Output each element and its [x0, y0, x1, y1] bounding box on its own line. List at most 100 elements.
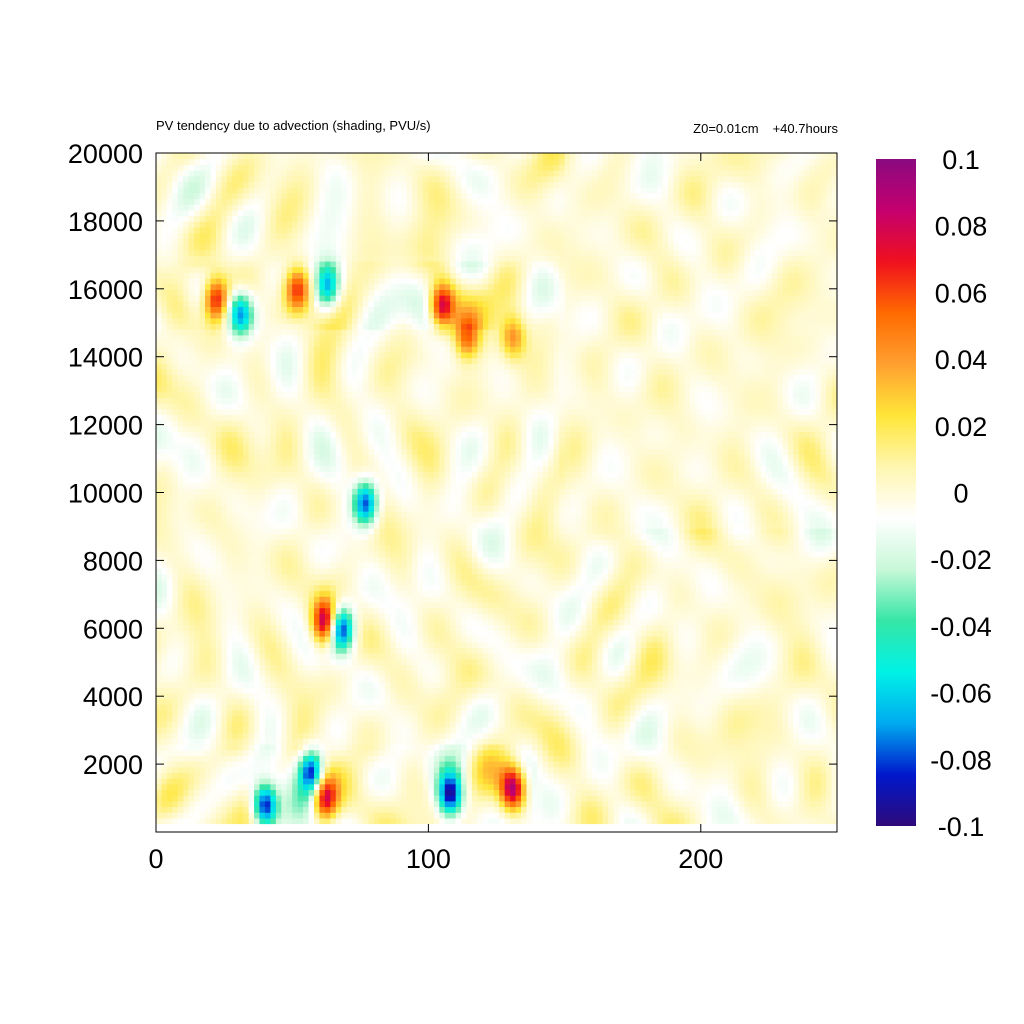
- heatmap-cell: [471, 658, 479, 666]
- heatmap-cell: [417, 641, 424, 648]
- heatmap-cell: [782, 653, 789, 660]
- heatmap-cell: [183, 687, 190, 694]
- heatmap-cell: [624, 761, 631, 768]
- heatmap-cell: [706, 647, 713, 654]
- heatmap-cell: [706, 812, 713, 819]
- heatmap-cell: [553, 766, 560, 773]
- heatmap-cell: [172, 624, 179, 631]
- heatmap-cell: [777, 715, 784, 722]
- heatmap-cell: [570, 812, 577, 819]
- heatmap-cell: [286, 789, 293, 796]
- heatmap-cell: [787, 664, 795, 671]
- heatmap-cell: [553, 795, 560, 802]
- heatmap-cell: [357, 743, 364, 751]
- heatmap-cell: [722, 636, 729, 643]
- heatmap-cell: [766, 687, 773, 694]
- heatmap-cell: [657, 732, 664, 739]
- heatmap-cell: [738, 653, 745, 660]
- heatmap-cell: [624, 783, 631, 791]
- heatmap-cell: [390, 692, 397, 700]
- heatmap-cell: [237, 709, 244, 717]
- heatmap-cell: [390, 789, 397, 796]
- heatmap-cell: [384, 630, 391, 637]
- heatmap-cell: [662, 721, 669, 728]
- heatmap-cell: [412, 806, 419, 813]
- heatmap-cell: [798, 806, 805, 813]
- heatmap-cell: [254, 601, 261, 609]
- heatmap-cell: [738, 812, 745, 819]
- heatmap-cell: [232, 800, 239, 808]
- heatmap-cell: [401, 692, 408, 700]
- heatmap-cell: [455, 704, 462, 711]
- heatmap-cell: [711, 749, 718, 756]
- heatmap-cell: [254, 670, 261, 677]
- heatmap-cell: [254, 653, 261, 660]
- heatmap-cell: [809, 613, 816, 620]
- heatmap-cell: [755, 761, 762, 768]
- heatmap-cell: [205, 653, 212, 660]
- heatmap-cell: [422, 692, 429, 700]
- heatmap-cell: [679, 698, 686, 705]
- heatmap-cell: [629, 778, 637, 785]
- heatmap-cell: [679, 658, 686, 666]
- heatmap-cell: [679, 766, 686, 773]
- heatmap-cell: [417, 778, 424, 785]
- heatmap-cell: [700, 653, 707, 660]
- heatmap-cell: [433, 613, 440, 620]
- heatmap-cell: [602, 681, 609, 688]
- heatmap-cell: [597, 761, 604, 768]
- heatmap-cell: [221, 681, 228, 688]
- heatmap-cell: [248, 658, 255, 666]
- heatmap-cell: [575, 613, 582, 620]
- heatmap-cell: [787, 761, 795, 768]
- heatmap-cell: [706, 749, 713, 756]
- heatmap-cell: [166, 687, 173, 694]
- heatmap-cell: [531, 658, 538, 666]
- heatmap-cell: [777, 783, 784, 791]
- heatmap-cell: [406, 596, 413, 603]
- heatmap-cell: [395, 812, 402, 819]
- heatmap-cell: [553, 749, 560, 756]
- heatmap-cell: [379, 658, 386, 666]
- heatmap-cell: [264, 749, 272, 756]
- heatmap-cell: [717, 721, 724, 728]
- heatmap-cell: [346, 812, 353, 819]
- heatmap-cell: [428, 618, 435, 626]
- heatmap-cell: [651, 613, 658, 620]
- heatmap-cell: [412, 772, 419, 779]
- heatmap-cell: [766, 675, 773, 683]
- heatmap-cell: [373, 738, 380, 745]
- heatmap-cell: [717, 738, 724, 745]
- heatmap-cell: [619, 613, 626, 620]
- heatmap-cell: [308, 670, 315, 677]
- heatmap-cell: [488, 664, 495, 671]
- heatmap-cell: [428, 709, 435, 717]
- heatmap-cell: [264, 817, 272, 825]
- heatmap-cell: [526, 692, 533, 700]
- heatmap-cell: [646, 817, 653, 825]
- heatmap-cell: [515, 641, 522, 648]
- heatmap-cell: [798, 761, 805, 768]
- heatmap-cell: [717, 641, 724, 648]
- heatmap-cell: [564, 607, 571, 614]
- heatmap-cell: [406, 817, 413, 825]
- heatmap-cell: [156, 618, 163, 626]
- heatmap-cell: [684, 698, 691, 705]
- heatmap-cell: [346, 732, 353, 739]
- heatmap-cell: [771, 743, 778, 751]
- heatmap-cell: [335, 596, 342, 603]
- heatmap-cell: [482, 601, 489, 609]
- heatmap-cell: [156, 698, 163, 705]
- heatmap-cell: [537, 647, 544, 654]
- heatmap-cell: [188, 658, 195, 666]
- heatmap-cell: [798, 687, 805, 694]
- heatmap-cell: [156, 664, 163, 671]
- heatmap-cell: [553, 800, 560, 808]
- heatmap-cell: [809, 812, 816, 819]
- heatmap-cell: [548, 670, 555, 677]
- heatmap-cell: [232, 732, 239, 739]
- heatmap-cell: [286, 636, 293, 643]
- heatmap-cell: [471, 596, 479, 603]
- heatmap-cell: [684, 601, 691, 609]
- heatmap-cell: [199, 670, 206, 677]
